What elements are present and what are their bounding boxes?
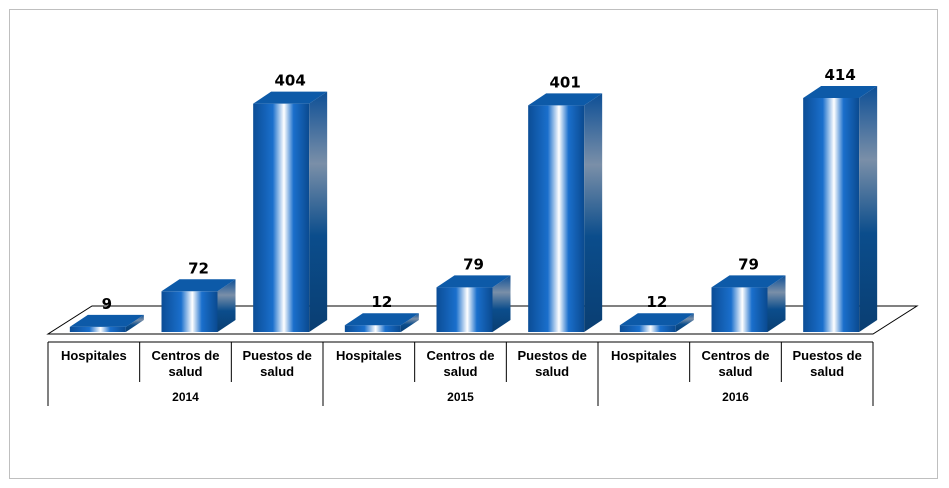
value-label: 404 [275, 72, 306, 90]
bar-2016-2-side [859, 86, 878, 332]
value-label: 9 [102, 295, 112, 313]
year-label: 2015 [447, 390, 474, 404]
category-label: Hospitales [61, 348, 127, 363]
bar-2015-2-side [584, 93, 603, 332]
bar-2014-0-side [125, 314, 144, 332]
bar-2016-0-top [619, 313, 694, 326]
category-label: Centros de salud [152, 348, 220, 379]
bar-2016-2-top [803, 86, 878, 98]
category-label: Puestos de salud [792, 348, 861, 379]
value-label: 414 [825, 66, 856, 84]
value-label: 79 [738, 255, 759, 273]
category-label: Hospitales [336, 348, 402, 363]
value-label: 12 [371, 293, 392, 311]
category-label: Puestos de salud [242, 348, 311, 379]
value-label: 401 [550, 73, 581, 91]
bar-2014-2-top [253, 91, 328, 104]
value-label: 79 [463, 255, 484, 273]
bar-2015-0-top [344, 313, 419, 326]
bar-2015-2-top [528, 93, 603, 106]
bar-2016-0-front [619, 325, 676, 332]
category-label: Centros de salud [427, 348, 495, 379]
category-label: Puestos de salud [517, 348, 586, 379]
bar-2015-1-front [436, 287, 493, 332]
bar-2016-1-front [711, 287, 768, 332]
year-label: 2016 [722, 390, 749, 404]
bar-2014-0-front [69, 326, 126, 332]
bar-2014-1-side [217, 279, 236, 332]
category-label: Centros de salud [702, 348, 770, 379]
bar-2015-2-front [528, 105, 585, 332]
bar-2015-1-side [492, 275, 511, 332]
bar-2015-0-front [344, 325, 401, 332]
bar-2014-0-top [69, 314, 144, 327]
bar-2016-1-top [711, 275, 786, 288]
bar-2016-2-front [803, 98, 860, 332]
bar-2015-1-top [436, 275, 511, 288]
bar-2014-2-front [253, 103, 310, 332]
value-label: 72 [188, 259, 209, 277]
bar-2016-1-side [767, 275, 786, 332]
value-label: 12 [646, 293, 667, 311]
bar-2014-2-side [309, 91, 328, 332]
category-label: Hospitales [611, 348, 677, 363]
bar-2016-0-side [675, 313, 694, 332]
year-label: 2014 [172, 390, 199, 404]
bar-2015-0-side [400, 313, 419, 332]
bar-2014-1-front [161, 291, 218, 332]
bar-2014-1-top [161, 279, 236, 292]
chart-frame [9, 9, 938, 479]
